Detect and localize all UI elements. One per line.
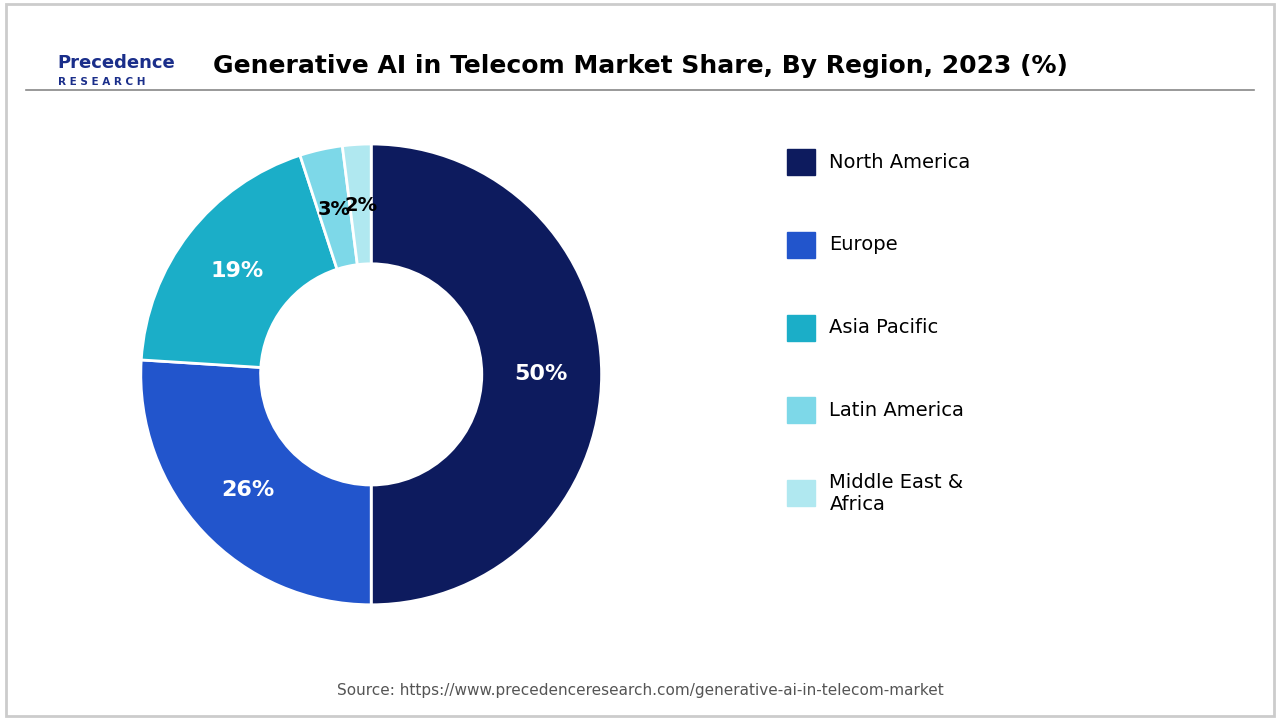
- Wedge shape: [141, 360, 371, 605]
- Text: 50%: 50%: [513, 364, 567, 384]
- Text: Generative AI in Telecom Market Share, By Region, 2023 (%): Generative AI in Telecom Market Share, B…: [212, 54, 1068, 78]
- Text: R E S E A R C H: R E S E A R C H: [58, 77, 145, 87]
- Wedge shape: [371, 144, 602, 605]
- Text: North America: North America: [829, 153, 970, 171]
- Wedge shape: [300, 146, 357, 269]
- Text: Asia Pacific: Asia Pacific: [829, 318, 938, 337]
- Text: 3%: 3%: [317, 199, 351, 219]
- Text: Europe: Europe: [829, 235, 899, 254]
- Wedge shape: [342, 144, 371, 265]
- Text: Precedence: Precedence: [58, 54, 175, 72]
- Text: Source: https://www.precedenceresearch.com/generative-ai-in-telecom-market: Source: https://www.precedenceresearch.c…: [337, 683, 943, 698]
- Text: 19%: 19%: [211, 261, 264, 281]
- Wedge shape: [141, 156, 337, 367]
- Text: Middle East &
Africa: Middle East & Africa: [829, 473, 964, 513]
- Text: Latin America: Latin America: [829, 401, 964, 420]
- Text: 26%: 26%: [221, 480, 274, 500]
- Text: 2%: 2%: [344, 196, 378, 215]
